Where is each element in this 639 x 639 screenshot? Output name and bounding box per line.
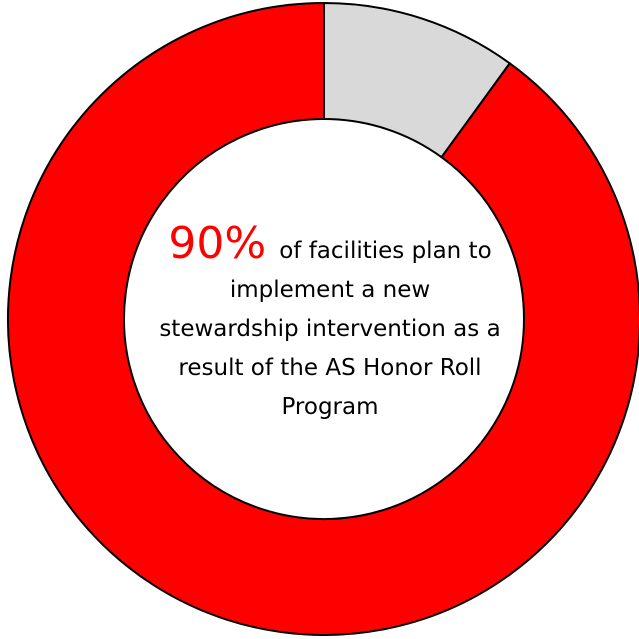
annotation-line: of facilities plan to: [279, 238, 491, 264]
donut: [7, 1, 639, 636]
annotation-line: Program: [281, 394, 378, 420]
annotation-line: stewardship intervention as a: [159, 316, 500, 342]
slice: [7, 1, 639, 636]
value-label: 90%: [168, 218, 266, 269]
annotation-line: result of the AS Honor Roll: [178, 355, 481, 381]
annotation-line: implement a new: [230, 277, 430, 303]
center-text: 90% of facilities plan to: [168, 218, 491, 269]
